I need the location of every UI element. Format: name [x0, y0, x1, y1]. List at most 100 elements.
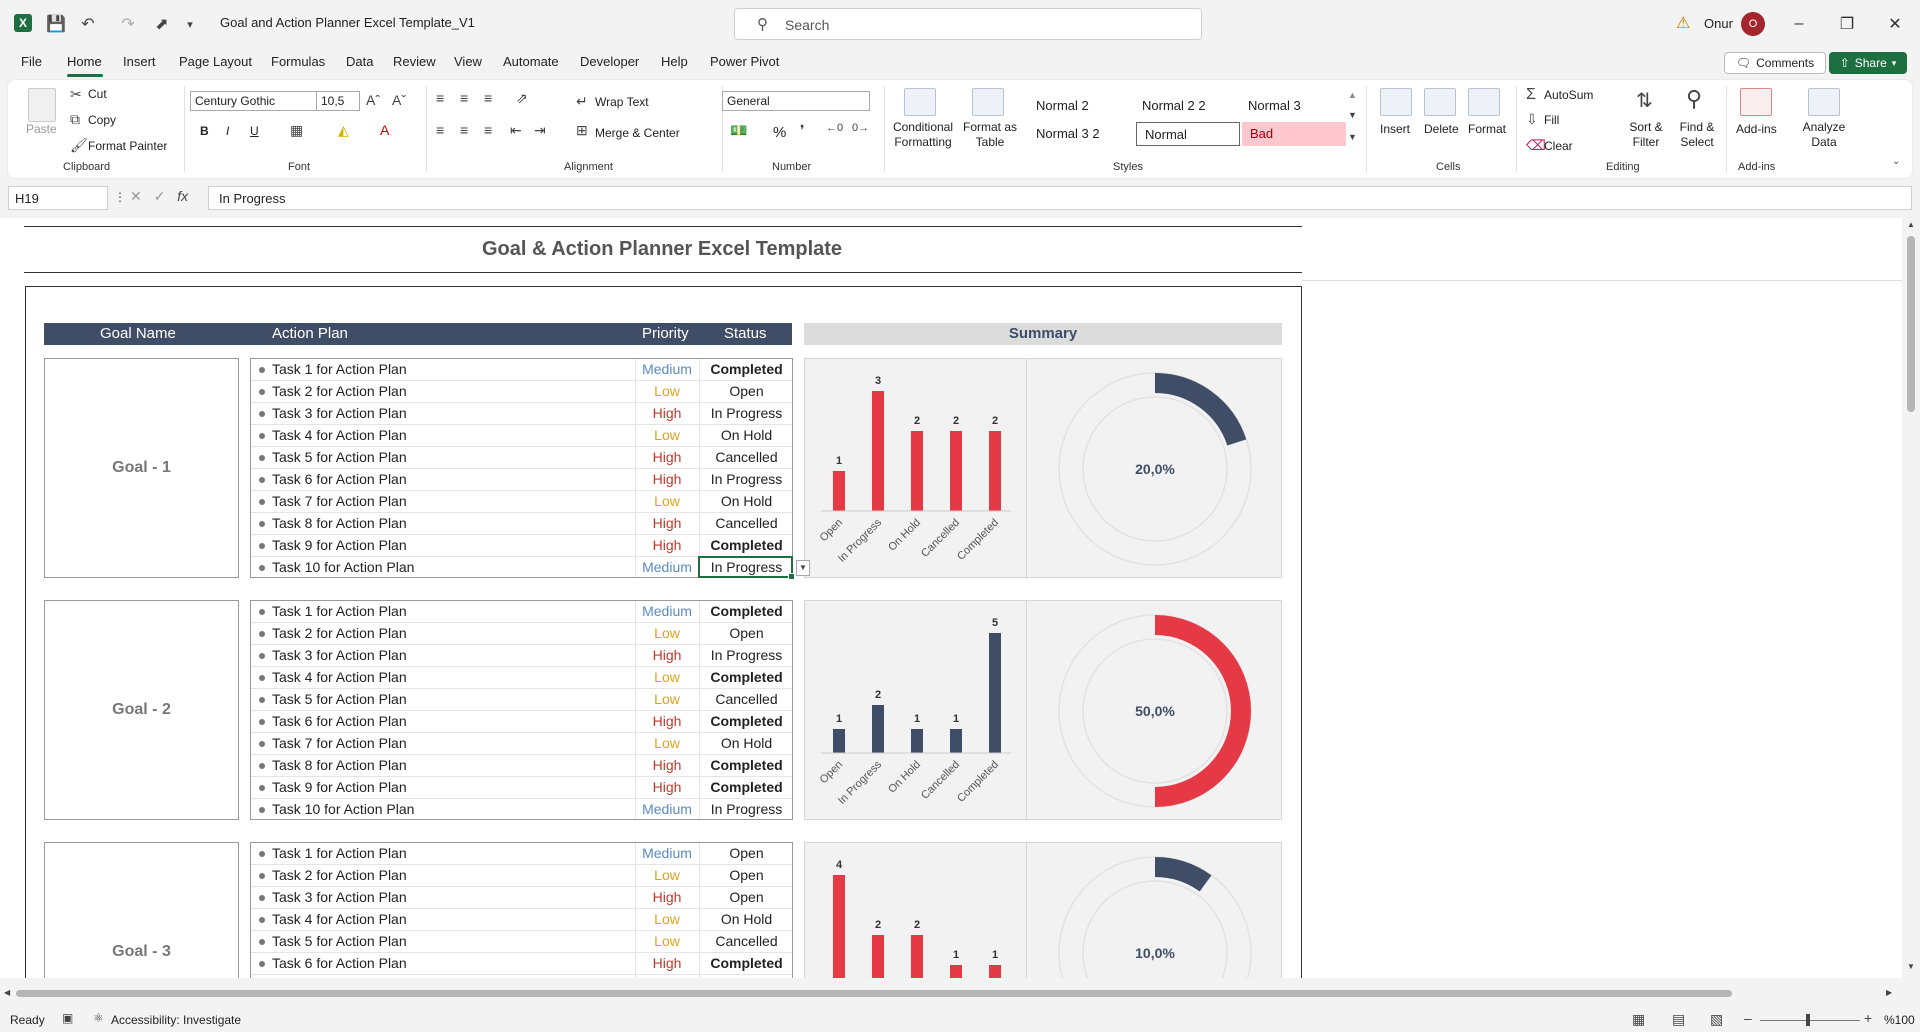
- task-status[interactable]: In Progress: [710, 471, 783, 487]
- conditional-formatting-button[interactable]: Conditional Formatting: [892, 120, 954, 149]
- increase-indent-icon[interactable]: ⇥: [534, 122, 546, 138]
- task-status[interactable]: Cancelled: [715, 515, 778, 531]
- completion-donut-chart[interactable]: 10,0%: [1027, 843, 1283, 978]
- task-status[interactable]: In Progress: [710, 801, 783, 817]
- percent-button[interactable]: %: [773, 124, 787, 141]
- insert-cells-button[interactable]: Insert: [1380, 122, 1411, 136]
- task-priority[interactable]: High: [652, 405, 682, 421]
- chart-bar[interactable]: [950, 965, 962, 978]
- fill-color-icon[interactable]: ◭: [338, 122, 349, 138]
- tab-insert[interactable]: Insert: [123, 54, 156, 69]
- task-priority[interactable]: High: [652, 537, 682, 553]
- tab-view[interactable]: View: [454, 54, 482, 69]
- minimize-icon[interactable]: –: [1794, 15, 1804, 32]
- accounting-format-icon[interactable]: 💵: [730, 122, 748, 138]
- task-name[interactable]: Task 3 for Action Plan: [272, 405, 407, 421]
- wrap-text-button[interactable]: Wrap Text: [595, 95, 649, 109]
- task-priority[interactable]: Low: [654, 911, 680, 927]
- insert-function-button[interactable]: fx: [177, 188, 189, 204]
- font-color-icon[interactable]: A: [380, 122, 390, 138]
- accessibility-status[interactable]: Accessibility: Investigate: [111, 1013, 242, 1027]
- tab-power-pivot[interactable]: Power Pivot: [710, 54, 780, 69]
- goal-name-cell[interactable]: Goal - 2: [44, 600, 239, 820]
- task-name[interactable]: Task 1 for Action Plan: [272, 603, 407, 619]
- zoom-in-icon[interactable]: +: [1864, 1010, 1873, 1026]
- align-middle-icon[interactable]: ≡: [460, 90, 469, 106]
- delete-cells-button[interactable]: Delete: [1424, 122, 1459, 136]
- chart-bar[interactable]: [872, 391, 884, 511]
- tab-page-layout[interactable]: Page Layout: [179, 54, 253, 69]
- task-name[interactable]: Task 4 for Action Plan: [272, 911, 407, 927]
- task-priority[interactable]: High: [652, 757, 682, 773]
- increase-font-icon[interactable]: Aˆ: [366, 92, 380, 108]
- search-input[interactable]: ⚲ Search: [734, 8, 1202, 40]
- horizontal-scroll-thumb[interactable]: [16, 990, 1732, 997]
- task-name[interactable]: Task 1 for Action Plan: [272, 845, 407, 861]
- format-as-table-button[interactable]: Format as Table: [962, 120, 1017, 149]
- task-status[interactable]: Cancelled: [715, 691, 778, 707]
- comments-button[interactable]: 🗨 Comments: [1724, 52, 1826, 74]
- increase-decimal-icon[interactable]: ←0: [826, 122, 844, 134]
- chart-bar[interactable]: [911, 431, 923, 511]
- chart-bar[interactable]: [833, 729, 845, 753]
- decrease-decimal-icon[interactable]: 0→: [852, 122, 870, 134]
- customize-toolbar-icon[interactable]: ▾: [187, 18, 193, 31]
- close-icon[interactable]: ✕: [1888, 16, 1902, 33]
- task-status[interactable]: Completed: [710, 779, 783, 795]
- donut-slice[interactable]: [1154, 615, 1251, 807]
- align-top-icon[interactable]: ≡: [436, 90, 445, 106]
- chart-bar[interactable]: [989, 431, 1001, 511]
- comma-style-icon[interactable]: ❜: [800, 122, 805, 138]
- task-priority[interactable]: Low: [654, 493, 680, 509]
- task-priority[interactable]: Low: [654, 735, 680, 751]
- style-normal[interactable]: Normal: [1136, 122, 1240, 146]
- completion-donut-chart[interactable]: 20,0%: [1027, 359, 1283, 579]
- style-normal-2-2[interactable]: Normal 2 2: [1142, 98, 1206, 113]
- chart-bar[interactable]: [872, 705, 884, 753]
- scroll-left-icon[interactable]: ◀: [4, 988, 11, 997]
- scroll-down-icon[interactable]: ▼: [1907, 962, 1915, 971]
- task-name[interactable]: Task 6 for Action Plan: [272, 955, 407, 971]
- format-cells-button[interactable]: Format: [1468, 122, 1507, 136]
- font-name-select[interactable]: Century Gothic: [190, 91, 320, 111]
- task-status[interactable]: In Progress: [710, 647, 783, 663]
- donut-slice[interactable]: [1154, 857, 1212, 892]
- styles-more-icon[interactable]: ▼: [1348, 132, 1357, 142]
- analyze-data-button[interactable]: Analyze Data: [1802, 120, 1846, 149]
- align-center-icon[interactable]: ≡: [460, 122, 469, 138]
- vertical-scroll-thumb[interactable]: [1907, 236, 1915, 412]
- add-ins-button[interactable]: Add-ins: [1736, 122, 1777, 136]
- restore-icon[interactable]: ❐: [1839, 16, 1855, 33]
- name-box[interactable]: H19: [8, 186, 108, 210]
- task-status[interactable]: Open: [729, 383, 764, 399]
- task-status[interactable]: Completed: [710, 669, 783, 685]
- task-name[interactable]: Task 4 for Action Plan: [272, 669, 407, 685]
- merge-center-button[interactable]: Merge & Center: [595, 126, 680, 140]
- task-status[interactable]: Completed: [710, 537, 783, 553]
- completion-donut-chart[interactable]: 50,0%: [1027, 601, 1283, 821]
- task-status[interactable]: Open: [729, 625, 764, 641]
- horizontal-scrollbar[interactable]: ◀ ▶: [0, 978, 1902, 1008]
- font-size-select[interactable]: 10,5: [316, 91, 360, 111]
- task-priority[interactable]: Medium: [642, 845, 692, 861]
- task-priority[interactable]: Medium: [642, 361, 692, 377]
- orientation-icon[interactable]: ⇗: [516, 90, 528, 106]
- task-priority[interactable]: Medium: [642, 559, 692, 575]
- dropdown-arrow-icon[interactable]: ▼: [796, 560, 810, 576]
- cancel-icon[interactable]: ✕: [130, 188, 142, 204]
- task-name[interactable]: Task 9 for Action Plan: [272, 779, 407, 795]
- sort-filter-button[interactable]: Sort & Filter: [1629, 120, 1663, 149]
- pointer-icon[interactable]: ⬈: [155, 16, 169, 33]
- task-name[interactable]: Task 2 for Action Plan: [272, 383, 407, 399]
- task-name[interactable]: Task 5 for Action Plan: [272, 449, 407, 465]
- task-status[interactable]: Cancelled: [715, 449, 778, 465]
- goal-name-cell[interactable]: Goal - 3: [44, 842, 239, 978]
- task-status[interactable]: In Progress: [710, 559, 783, 575]
- task-priority[interactable]: High: [652, 471, 682, 487]
- tab-home[interactable]: Home: [67, 54, 102, 69]
- task-priority[interactable]: Medium: [642, 603, 692, 619]
- fill-handle[interactable]: [788, 573, 795, 580]
